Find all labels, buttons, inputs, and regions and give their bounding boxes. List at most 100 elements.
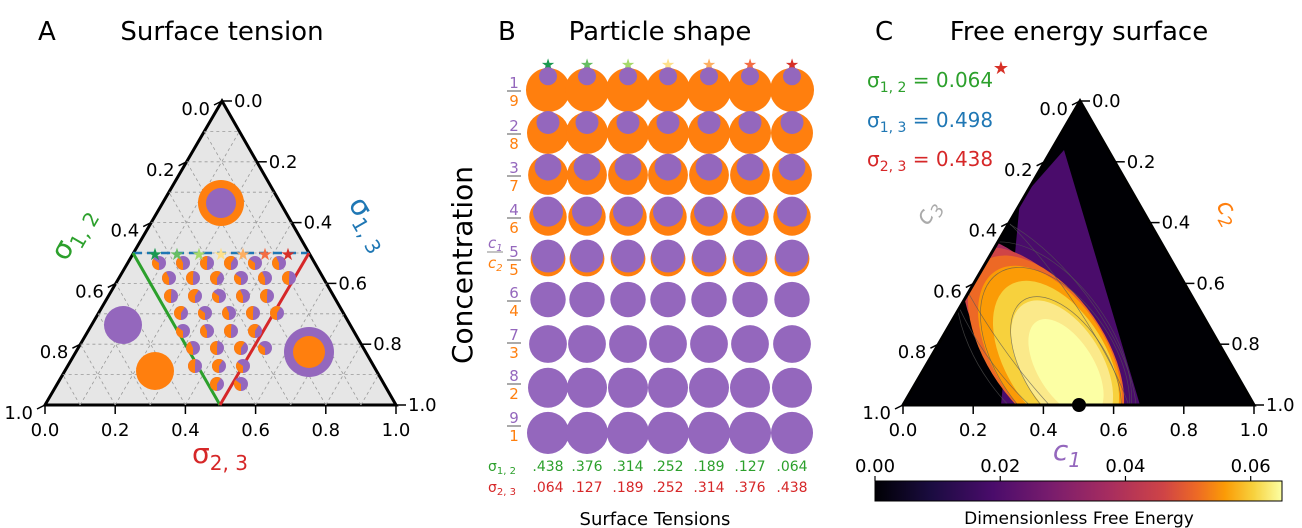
panel-b-particle-purple [571,196,603,227]
panel-b-fraction-bottom: 5 [509,261,519,279]
panel-b-particle-purple [565,411,609,454]
panel-a-star: ★ [147,245,162,265]
panel-a-left-tick-label: 0.2 [146,160,175,181]
panel-b-particle-orange [525,67,571,113]
panel-b: B Particle shape Concentration c1 c2 192… [446,17,815,528]
panel-b-particle-purple [693,196,725,227]
panel-b-sigma23-value: .189 [612,480,643,496]
panel-c-sigma13: σ1, 3 = 0.498 [867,108,993,136]
panel-c-sigma12: σ1, 2 = 0.064 [867,68,993,96]
panel-a-left-tick [36,404,46,410]
panel-b-particle-purple [609,325,647,363]
svg-text:c2: c2 [488,254,503,274]
panel-a-right-axis-label: σ1, 3 [338,191,399,258]
panel-c-ticks [894,100,1264,414]
panel-a-orange-particle-icon [136,352,174,390]
panel-b-sigma12-value: .438 [532,459,563,475]
panel-b-particle-purple [780,110,804,134]
panel-c-bottom-tick-label: 1.0 [1240,420,1269,441]
panel-b-particle-purple [656,110,680,134]
panel-b-particle-purple [774,281,810,318]
panel-b-particle-orange [686,67,732,113]
panel-b-ylabel: Concentration [446,166,479,364]
panel-a-mini-particle-wedge [152,258,159,270]
panel-b-fraction-bottom: 7 [509,177,519,195]
panel-a: A Surface tension 0.01.00.00.20.80.20.40… [4,17,436,475]
panel-b-fraction-bottom: 6 [509,219,519,237]
panel-b-particle-purple [577,67,597,86]
panel-c-right-tick-label: 0.4 [1162,213,1191,234]
panel-a-left-tick-label: 1.0 [4,403,33,424]
panel-b-particle-orange [605,67,651,113]
panel-c-bottom-tick-label: 0.0 [889,420,918,441]
panel-c-colorbar-tick-label: 0.02 [980,456,1020,477]
panel-a-bottom-tick-label: 0.2 [101,420,130,441]
panel-a-right-tick-label: 0.6 [338,273,367,294]
panel-b-particle-purple [738,110,762,134]
panel-a-gridline [115,283,186,406]
panel-a-stars: ★ ★ ★ ★ ★ ★ ★ [147,245,295,265]
panel-a-ticks [36,100,406,414]
panel-c-left-tick [930,343,939,349]
panel-c-right-tick-label: 0.2 [1127,152,1156,173]
panel-b-particle-purple [536,110,560,134]
panel-b-sigma23-value: .064 [532,480,563,496]
panel-c-left-tick [1000,221,1010,228]
panel-c-bottom-tick-label: 0.4 [1029,420,1058,441]
panel-a-mini-particle-wedge [199,324,207,338]
panel-b-particle-purple [650,281,686,318]
panel-a-tick-labels: 0.01.00.00.20.80.20.40.60.40.60.40.60.80… [4,91,436,441]
panel-a-mini-particle-wedge [224,256,235,270]
panel-b-sigma12-value: .064 [776,459,807,475]
panel-c-red-star: ★ [993,58,1009,79]
panel-b-particle-purple [570,239,604,273]
panel-a-mini-particle-wedge [257,271,265,285]
panel-b-particle-purple [654,153,682,181]
panel-c-title: Free energy surface [950,17,1208,47]
panel-b-sigma-values: .438 .064 .376 .127 .314 .189 .252 .252 .189 .314… [532,459,807,496]
panel-b-sigma23-label: σ2, 3 [488,480,516,498]
panel-a-right-tick-label: 1.0 [408,395,437,416]
panel-c-bottom-tick-label: 0.6 [1099,420,1128,441]
panel-b-fraction-top: 3 [509,159,519,177]
panel-a-right-tick-label: 0.8 [373,334,402,355]
panel-a-left-tick [213,100,223,106]
panel-a-mini-particle-wedge [162,271,169,285]
panel-b-particle-purple [651,239,685,273]
panel-a-left-axis-label: σ1, 2 [44,201,105,268]
panel-b-fraction-bottom: 3 [509,344,519,362]
panel-a-mini-particle-wedge [223,323,232,338]
panel-a-mini-particle-wedge [271,256,279,270]
panel-b-ratio-label: c1 c2 [487,234,503,274]
panel-a-left-tick-label: 0.4 [111,221,140,242]
panel-b-particle-purple [530,281,566,318]
panel-b-particle-purple [736,153,764,181]
panel-a-mini-particle-wedge [222,306,229,320]
panel-b-fraction-top: 9 [509,409,519,427]
panel-b-particle-purple [529,325,567,363]
panel-a-mini-particle-wedge [188,289,199,303]
panel-c-colorbar-tick-label: 0.06 [1231,456,1271,477]
panel-b-particle-purple [652,196,684,227]
panel-b-particle-purple [740,67,760,86]
panel-c-left-tick-label: 0.4 [969,221,998,242]
panel-b-particle-purple [691,281,727,318]
panel-a-mini-particle-wedge [234,341,245,355]
panel-b-particle-purple [778,153,806,181]
panel-a-star: ★ [191,245,206,265]
panel-a-title: Surface tension [120,17,323,47]
panel-a-mini-particle-wedge [235,361,243,373]
panel-a-left-tick-label: 0.0 [181,99,210,120]
panel-a-star: ★ [257,245,272,265]
panel-b-particle-purple [730,367,770,408]
panel-b-particle-purple [695,153,723,181]
panel-b-particle-purple [532,196,564,227]
panel-b-particle-purple [568,325,606,363]
panel-c-left-tick [894,404,904,410]
panel-b-fraction-bottom: 8 [509,135,519,153]
panel-b-particle-orange [769,67,815,113]
panel-c-colorbar-tick-label: 0.04 [1105,456,1145,477]
panel-a-letter: A [38,17,56,47]
panel-b-title: Particle shape [569,17,752,47]
panel-a-mini-particle-wedge [209,341,218,355]
